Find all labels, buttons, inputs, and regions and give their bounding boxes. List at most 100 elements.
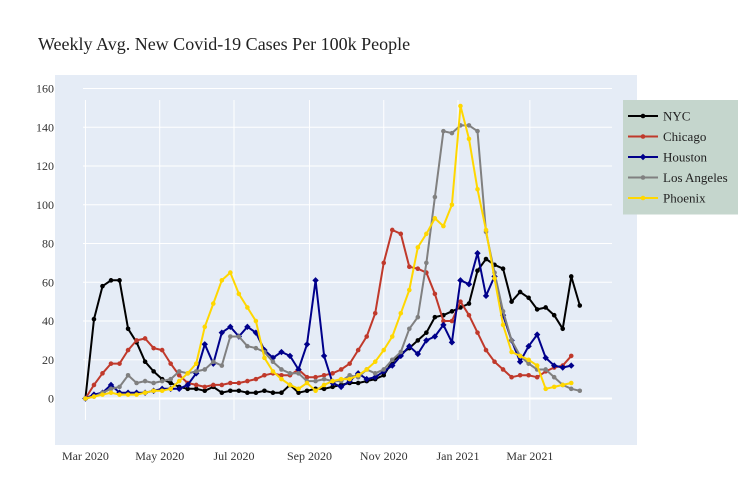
data-point bbox=[424, 260, 429, 266]
data-point bbox=[475, 330, 480, 335]
data-point bbox=[236, 380, 242, 386]
data-point bbox=[210, 301, 216, 306]
y-tick-label: 160 bbox=[36, 82, 54, 96]
data-point bbox=[474, 250, 481, 257]
y-tick-label: 140 bbox=[36, 120, 54, 134]
data-point bbox=[449, 309, 455, 314]
data-point bbox=[372, 310, 378, 316]
data-point bbox=[338, 376, 344, 382]
legend-item-los-angeles[interactable]: Los Angeles bbox=[628, 170, 728, 185]
data-point bbox=[304, 374, 310, 380]
data-point bbox=[372, 359, 378, 365]
y-tick-label: 20 bbox=[42, 353, 54, 367]
data-point bbox=[270, 369, 276, 374]
x-tick-label: Mar 2021 bbox=[506, 449, 553, 463]
data-point bbox=[100, 392, 105, 397]
legend-item-houston[interactable]: Houston bbox=[628, 150, 708, 165]
data-point bbox=[500, 322, 506, 328]
data-point bbox=[185, 371, 191, 376]
data-point bbox=[125, 372, 131, 378]
data-point bbox=[304, 380, 310, 386]
data-point bbox=[117, 384, 122, 390]
series-line-phoenix bbox=[85, 105, 572, 400]
data-point bbox=[219, 363, 225, 368]
data-point bbox=[279, 372, 284, 378]
data-point bbox=[424, 330, 429, 335]
data-point bbox=[475, 128, 480, 134]
data-point bbox=[414, 350, 422, 358]
legend-item-nyc[interactable]: NYC bbox=[628, 109, 690, 124]
data-point bbox=[465, 281, 473, 288]
data-point bbox=[526, 361, 531, 366]
data-point bbox=[270, 359, 276, 365]
data-point bbox=[176, 378, 182, 384]
data-point bbox=[492, 359, 497, 365]
data-point bbox=[568, 274, 574, 279]
data-point bbox=[287, 371, 293, 376]
data-point bbox=[134, 338, 139, 343]
data-point bbox=[338, 367, 344, 372]
data-point bbox=[142, 336, 148, 341]
data-point bbox=[415, 266, 421, 272]
series-layer bbox=[82, 103, 583, 402]
legend[interactable]: NYC Chicago Houston Los Angeles Phoenix bbox=[623, 100, 738, 215]
data-point bbox=[176, 372, 182, 378]
data-point bbox=[320, 352, 328, 360]
data-point bbox=[159, 378, 165, 384]
data-point bbox=[236, 334, 242, 339]
data-point bbox=[245, 305, 250, 310]
data-point bbox=[483, 256, 489, 262]
data-point bbox=[432, 194, 438, 200]
data-point bbox=[389, 227, 395, 233]
legend-label: Los Angeles bbox=[663, 170, 728, 185]
legend-label: Phoenix bbox=[663, 191, 706, 206]
data-point bbox=[415, 245, 421, 250]
data-point bbox=[296, 371, 301, 376]
legend-label: Chicago bbox=[663, 129, 706, 144]
data-point bbox=[449, 318, 455, 324]
data-point bbox=[228, 380, 233, 386]
data-point bbox=[543, 386, 548, 392]
data-point bbox=[142, 359, 148, 365]
legend-item-phoenix[interactable]: Phoenix bbox=[628, 191, 706, 206]
data-point bbox=[108, 390, 114, 395]
data-point bbox=[568, 353, 574, 359]
data-point bbox=[500, 309, 506, 314]
data-point bbox=[193, 361, 199, 366]
data-point bbox=[193, 386, 199, 392]
data-point bbox=[286, 352, 294, 360]
data-point bbox=[568, 362, 575, 369]
data-point bbox=[125, 347, 131, 353]
x-tick-label: May 2020 bbox=[135, 449, 184, 463]
data-point bbox=[509, 349, 514, 355]
data-point bbox=[381, 260, 387, 266]
data-point bbox=[304, 388, 310, 394]
data-point bbox=[639, 153, 647, 161]
data-point bbox=[278, 348, 285, 356]
data-point bbox=[466, 301, 472, 306]
data-point bbox=[482, 292, 490, 300]
data-point bbox=[407, 264, 412, 270]
data-point bbox=[534, 307, 540, 312]
data-point bbox=[151, 345, 156, 351]
data-point bbox=[372, 373, 379, 381]
data-point bbox=[559, 364, 566, 371]
data-point bbox=[526, 372, 531, 378]
data-point bbox=[398, 310, 404, 316]
data-point bbox=[262, 372, 267, 378]
data-point bbox=[245, 378, 250, 384]
data-point bbox=[108, 278, 114, 283]
data-point bbox=[448, 339, 456, 346]
data-point bbox=[551, 374, 557, 380]
legend-item-chicago[interactable]: Chicago bbox=[628, 129, 706, 144]
data-point bbox=[303, 341, 311, 348]
data-point bbox=[449, 130, 455, 136]
data-point bbox=[355, 347, 361, 353]
data-point bbox=[100, 371, 105, 376]
data-point bbox=[193, 369, 199, 374]
data-point bbox=[125, 392, 131, 397]
series-line-chicago bbox=[84, 229, 573, 400]
data-point bbox=[424, 231, 429, 237]
data-point bbox=[398, 231, 404, 237]
data-point bbox=[117, 278, 122, 283]
